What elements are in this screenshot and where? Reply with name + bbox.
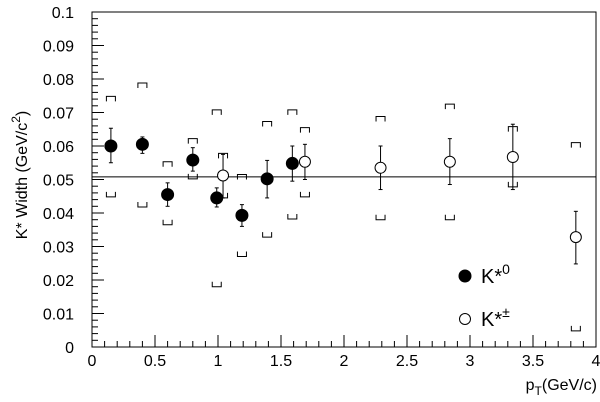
plot-frame xyxy=(91,11,597,348)
systematic-bracket-lower xyxy=(299,191,310,198)
systematic-bracket-upper xyxy=(375,116,386,122)
x-tick-label: 3 xyxy=(466,353,475,370)
data-point-k-star-0 xyxy=(104,139,118,153)
systematic-bracket-lower xyxy=(137,201,148,208)
y-tick-label: 0.08 xyxy=(43,72,74,89)
data-point-k-star-0 xyxy=(210,191,224,205)
systematic-bracket-upper xyxy=(262,121,273,127)
data-point-k-star-charged xyxy=(569,231,582,244)
x-tick-label: 4 xyxy=(592,353,600,370)
data-points-layer xyxy=(104,137,582,244)
data-point-k-star-charged xyxy=(217,169,230,182)
systematic-bracket-upper xyxy=(162,161,173,167)
tick-labels-layer: 0 0.5 1 1.5 2 2.5 3 3.5 4 0 0.01 0.02 0.03 0.04 0.05 0.… xyxy=(43,5,600,370)
systematic-bracket-lower xyxy=(287,214,298,220)
y-tick-label: 0.03 xyxy=(43,240,74,257)
systematic-bracket-upper xyxy=(218,152,229,159)
y-tick-label: 0.09 xyxy=(43,39,74,56)
systematic-bracket-upper xyxy=(211,109,222,115)
systematic-bracket-upper xyxy=(187,138,198,144)
legend-label-k-star-0: K*0 xyxy=(481,261,510,288)
x-tick-label: 3.5 xyxy=(522,353,544,370)
legend-marker-filled-circle xyxy=(458,269,472,283)
data-point-k-star-charged xyxy=(443,155,456,168)
systematic-bracket-upper xyxy=(444,103,455,110)
data-point-k-star-0 xyxy=(285,156,299,170)
systematic-bracket-upper xyxy=(299,127,310,133)
y-axis-title: K* Width (GeV/c2) xyxy=(9,111,31,240)
x-tick-label: 1.5 xyxy=(270,353,292,370)
ticks-layer xyxy=(91,11,597,348)
legend-label-k-star-charged: K*± xyxy=(481,304,510,331)
systematic-bracket-upper xyxy=(236,173,247,180)
data-point-k-star-0 xyxy=(186,153,200,167)
x-tick-label: 2 xyxy=(340,353,349,370)
y-tick-label: 0.01 xyxy=(43,307,74,324)
systematic-bracket-lower xyxy=(444,214,455,221)
plot-frame-layer xyxy=(91,11,597,348)
systematic-bracket-upper xyxy=(570,142,581,148)
x-tick-label: 0 xyxy=(88,353,97,370)
x-tick-label: 2.5 xyxy=(396,353,418,370)
x-axis-title: pT(GeV/c) xyxy=(526,377,597,398)
y-tick-label: 0.04 xyxy=(43,206,74,223)
systematic-bracket-lower xyxy=(375,214,386,221)
systematic-bracket-lower xyxy=(211,281,222,288)
x-tick-label: 1 xyxy=(214,353,223,370)
y-tick-label: 0.07 xyxy=(43,106,74,123)
y-tick-label: 0.06 xyxy=(43,139,74,156)
data-point-k-star-0 xyxy=(161,188,175,202)
y-tick-label: 0.02 xyxy=(43,273,74,290)
y-tick-label: 0 xyxy=(65,340,74,357)
systematic-brackets-layer xyxy=(105,82,581,332)
systematic-bracket-lower xyxy=(162,219,173,226)
data-point-k-star-charged xyxy=(506,151,519,164)
systematic-bracket-lower xyxy=(570,325,581,332)
systematic-bracket-upper xyxy=(137,82,148,89)
systematic-bracket-lower xyxy=(187,173,198,180)
systematic-bracket-upper xyxy=(105,95,116,102)
data-point-k-star-0 xyxy=(260,172,274,186)
data-point-k-star-charged xyxy=(298,155,311,168)
systematic-bracket-lower xyxy=(105,191,116,198)
error-bars-layer xyxy=(108,123,578,265)
y-tick-label: 0.05 xyxy=(43,173,74,190)
systematic-bracket-lower xyxy=(236,251,247,258)
x-tick-label: 0.5 xyxy=(144,353,166,370)
legend-marker-open-circle xyxy=(459,313,471,325)
systematic-bracket-lower xyxy=(262,232,273,238)
legend: K*0 K*± xyxy=(458,261,510,331)
systematic-bracket-upper xyxy=(287,109,298,115)
data-point-k-star-0 xyxy=(235,208,249,222)
data-point-k-star-charged xyxy=(374,161,387,174)
data-point-k-star-0 xyxy=(135,137,149,151)
y-tick-label: 0.1 xyxy=(52,5,74,22)
